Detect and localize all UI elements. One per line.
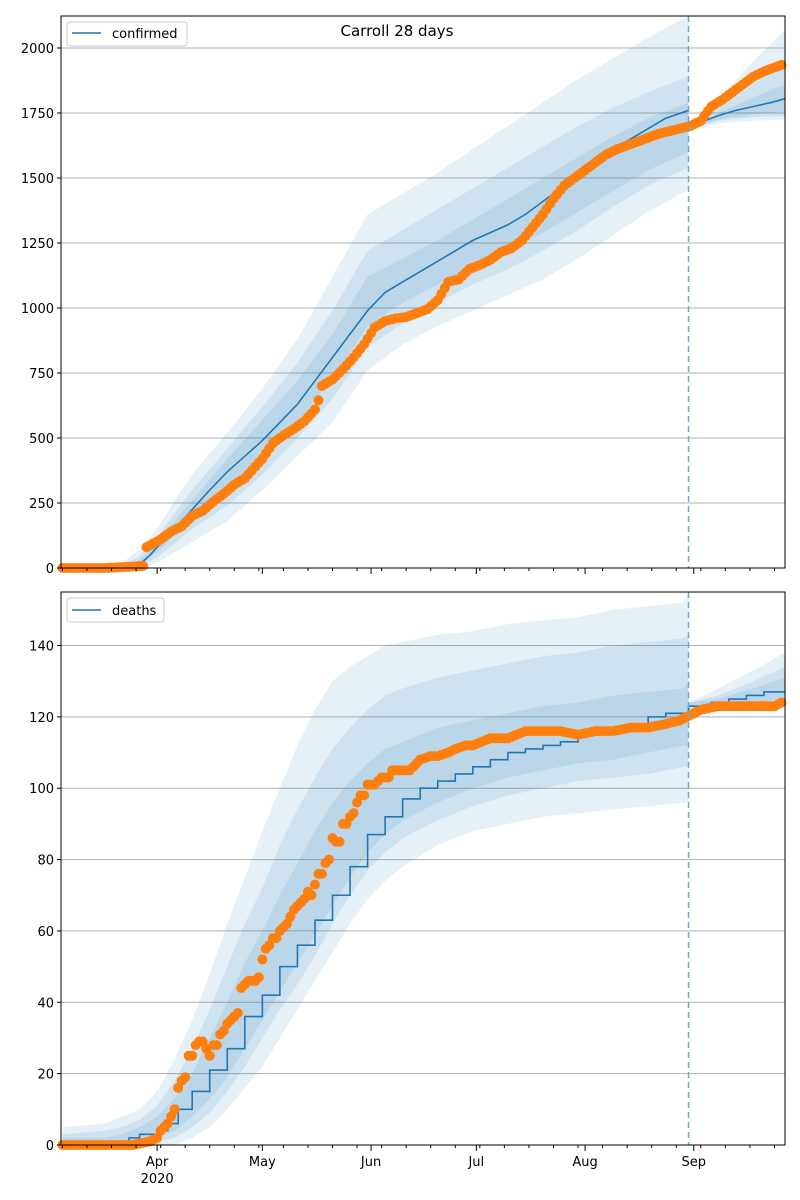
y-tick-label: 1250 xyxy=(21,237,54,252)
bottom-gridlines xyxy=(61,645,785,1075)
x-tick-label: Jun xyxy=(360,1155,381,1170)
bottom-x-ticks: Apr 2020 May Jun Jul Aug Sep xyxy=(61,1145,775,1187)
confirmed-panel: 0 250 500 750 1000 1250 1500 1750 2000 Carroll 2… xyxy=(21,15,787,577)
observed-point xyxy=(323,854,334,865)
y-tick-label: 80 xyxy=(37,854,54,869)
mid-band xyxy=(62,634,689,1145)
bottom-legend-box xyxy=(66,597,165,623)
y-tick-label: 1500 xyxy=(21,172,54,187)
y-tick-label: 250 xyxy=(29,497,54,512)
observed-point xyxy=(313,395,324,406)
y-tick-label: 1000 xyxy=(21,302,54,317)
deaths-panel: 0 20 40 60 80 100 120 140 Apr 2020 May Jun Jul Aug Se… xyxy=(29,591,787,1187)
x-tick-label: May xyxy=(249,1155,276,1170)
top-legend: confirmed xyxy=(66,21,188,47)
y-tick-label: 2000 xyxy=(21,42,54,57)
top-legend-label: confirmed xyxy=(112,27,178,42)
y-tick-label: 100 xyxy=(29,782,54,797)
forecast-mid-band xyxy=(688,666,785,710)
top-confidence-bands xyxy=(62,16,785,569)
top-observed-points xyxy=(57,59,787,573)
observed-point xyxy=(309,404,320,415)
observed-point xyxy=(169,1104,180,1115)
x-tick-label: Sep xyxy=(682,1155,707,1170)
y-tick-label: 40 xyxy=(37,996,54,1011)
y-tick-label: 0 xyxy=(46,1139,54,1154)
observed-point xyxy=(257,954,268,965)
observed-point xyxy=(334,836,345,847)
y-tick-label: 140 xyxy=(29,640,54,655)
top-legend-box xyxy=(66,21,188,47)
top-gridlines xyxy=(61,47,785,504)
observed-point xyxy=(204,1050,215,1061)
observed-point xyxy=(316,868,327,879)
x-tick-label: 2020 xyxy=(141,1172,174,1187)
observed-point xyxy=(187,1050,198,1061)
x-tick-label: Apr xyxy=(146,1155,169,1170)
chart-title: Carroll 28 days xyxy=(341,22,454,40)
observed-point xyxy=(359,790,370,801)
inner-band xyxy=(62,681,689,1145)
inner-band xyxy=(62,102,689,569)
observed-point xyxy=(253,972,264,983)
forecast-mid-band xyxy=(688,63,785,130)
y-tick-label: 500 xyxy=(29,432,54,447)
y-tick-label: 0 xyxy=(46,562,54,577)
bottom-axes-frame xyxy=(60,591,786,1146)
top-y-ticks: 0 250 500 750 1000 1250 1500 1750 2000 xyxy=(21,42,61,577)
x-tick-label: Aug xyxy=(572,1155,597,1170)
forecast-inner-band xyxy=(688,677,785,707)
observed-point xyxy=(309,879,320,890)
observed-point xyxy=(776,697,787,708)
observed-point xyxy=(306,890,317,901)
top-axes-frame xyxy=(60,15,786,569)
outer-band xyxy=(62,16,689,568)
observed-point xyxy=(232,1007,243,1018)
bottom-legend: deaths xyxy=(66,597,165,623)
bottom-legend-label: deaths xyxy=(112,604,157,619)
top-x-ticks xyxy=(61,568,775,574)
y-tick-label: 20 xyxy=(37,1068,54,1083)
y-tick-label: 1750 xyxy=(21,107,54,122)
observed-point xyxy=(138,560,149,571)
observed-point xyxy=(180,1072,191,1083)
observed-point xyxy=(348,808,359,819)
y-tick-label: 750 xyxy=(29,367,54,382)
bottom-y-ticks: 0 20 40 60 80 100 120 140 xyxy=(29,640,61,1154)
y-tick-label: 60 xyxy=(37,925,54,940)
observed-point xyxy=(776,59,787,70)
bottom-confidence-bands xyxy=(62,592,785,1145)
observed-point xyxy=(211,1040,222,1051)
bottom-observed-points xyxy=(57,697,787,1150)
y-tick-label: 120 xyxy=(29,711,54,726)
x-tick-label: Jul xyxy=(467,1155,484,1170)
